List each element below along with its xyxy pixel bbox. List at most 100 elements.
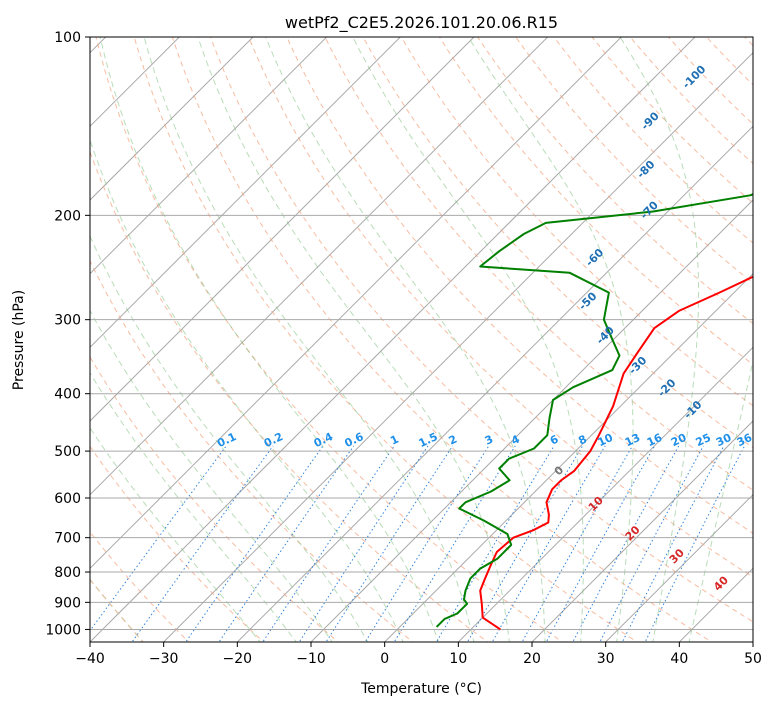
- moist-adiabat-line: [99, 37, 440, 642]
- mixing-ratio-line: [262, 445, 395, 642]
- dry-adiabat-line: [705, 37, 753, 86]
- isotherm-line: [236, 125, 753, 642]
- isotherm-line: [162, 51, 753, 642]
- isotherm-line: [604, 493, 753, 642]
- mixing-ratio-label: 36: [735, 431, 755, 449]
- mixing-ratio-label: 20: [669, 431, 689, 449]
- y-tick-label: 1000: [45, 622, 81, 638]
- mixing-ratio-line: [644, 445, 746, 642]
- mixing-ratio-label: 2: [447, 433, 459, 448]
- mixing-ratio-label: 25: [694, 431, 713, 449]
- mixing-ratio-line: [298, 445, 429, 642]
- moist-adiabat-label: 20: [623, 523, 643, 543]
- moist-adiabat-label: 0: [552, 463, 567, 478]
- moist-adiabat-line: [90, 309, 333, 642]
- moist-adiabat-line: [90, 235, 369, 642]
- isotherm-line: [383, 272, 753, 642]
- axes: −40 −30 −20 −10 0 10 20 30 40 5010020030040050060…: [45, 30, 762, 667]
- x-tick-label: 50: [744, 651, 762, 667]
- x-axis-label: Temperature (°C): [360, 681, 482, 697]
- isotherm-line: [90, 37, 623, 570]
- mixing-ratio-line: [393, 445, 516, 642]
- isotherm-line: [90, 37, 696, 642]
- mixing-ratio-label: 0.2: [262, 430, 285, 450]
- mixing-ratio-label: 16: [645, 431, 665, 449]
- mixing-ratio-label: 6: [548, 432, 561, 447]
- dry-adiabat-line: [133, 37, 638, 642]
- dry-adiabat-line: [515, 37, 753, 284]
- moist-adiabat-line: [90, 427, 261, 642]
- x-tick-label: −30: [149, 651, 179, 667]
- y-tick-label: 600: [54, 491, 81, 507]
- y-tick-label: 100: [54, 30, 81, 46]
- isotherm-line: [90, 37, 181, 128]
- y-tick-label: 200: [54, 208, 81, 224]
- mixing-ratio-line: [572, 445, 680, 642]
- dry-adiabat-line: [362, 37, 753, 449]
- y-tick-label: 300: [54, 313, 81, 329]
- mixing-ratio-line: [218, 445, 355, 642]
- pressure-grid: [90, 37, 753, 630]
- x-tick-label: 0: [380, 651, 389, 667]
- isotherm-line: [90, 37, 328, 275]
- isotherm-line: [752, 641, 753, 642]
- dry-adiabat-line: [770, 24, 775, 645]
- dry-adiabat-line: [744, 37, 753, 47]
- mixing-ratio-line: [325, 445, 454, 642]
- y-tick-label: 800: [54, 565, 81, 581]
- isotherm-line: [90, 37, 475, 422]
- reference-curve: [90, 578, 145, 642]
- x-tick-label: −20: [223, 651, 253, 667]
- isotherm-line: [310, 199, 753, 642]
- moist-adiabat-line: [90, 371, 297, 642]
- dry-adiabat-line: [90, 150, 489, 642]
- moist-adiabat-label: 40: [711, 573, 731, 593]
- dry-adiabat-label: -30: [626, 354, 649, 377]
- y-tick-label: 900: [54, 595, 81, 611]
- moist-adiabat-line: [619, 37, 699, 642]
- dry-adiabat-line: [90, 531, 190, 642]
- x-tick-label: −10: [296, 651, 326, 667]
- dry-adiabat-line: [171, 37, 713, 642]
- mixing-ratio-line: [599, 445, 704, 642]
- dry-adiabat-label: -60: [583, 246, 606, 269]
- dry-adiabat-line: [248, 37, 753, 578]
- mixing-ratio-label: 10: [596, 431, 616, 449]
- mixing-ratio-label: 4: [509, 432, 522, 447]
- y-tick-label: 400: [54, 387, 81, 403]
- isotherm-line: [90, 37, 549, 496]
- mixing-ratio-label: 0.1: [215, 430, 238, 450]
- dry-adiabat-label: -100: [680, 63, 709, 92]
- isotherm-line: [531, 420, 753, 642]
- dry-adiabat-label: -80: [634, 158, 657, 181]
- moist-adiabat-line: [688, 358, 753, 642]
- y-tick-label: 500: [54, 444, 81, 460]
- moist-adiabat-line: [90, 138, 404, 642]
- mixing-ratio-line: [131, 445, 274, 642]
- isotherm-line: [90, 37, 254, 201]
- x-tick-label: 10: [449, 651, 467, 667]
- dewpoint-profile-line: [435, 193, 753, 628]
- mixing-ratio-label: 0.6: [342, 430, 365, 450]
- mixing-ratio-line: [521, 445, 633, 642]
- x-tick-label: −40: [75, 651, 105, 667]
- x-tick-label: 40: [670, 651, 688, 667]
- isotherm-line: [457, 346, 753, 642]
- x-tick-label: 20: [523, 651, 541, 667]
- dry-adiabat-line: [209, 37, 753, 623]
- x-tick-label: 30: [597, 651, 615, 667]
- mixing-ratio-label: 13: [623, 431, 642, 449]
- dry-adiabat-label: -20: [655, 376, 678, 399]
- mixing-ratio-line: [364, 445, 490, 642]
- mixing-ratio-label: 3: [483, 433, 495, 448]
- isotherm-line: [678, 567, 753, 642]
- chart-title: wetPf2_C2E5.2026.101.20.06.R15: [285, 13, 558, 33]
- dry-adiabat-line: [400, 37, 753, 407]
- dry-adiabat-line: [90, 259, 414, 642]
- dry-adiabat-line: [90, 445, 265, 642]
- mixing-ratio-line: [491, 445, 606, 642]
- mixing-ratio-line: [466, 445, 584, 642]
- y-tick-label: 700: [54, 531, 81, 547]
